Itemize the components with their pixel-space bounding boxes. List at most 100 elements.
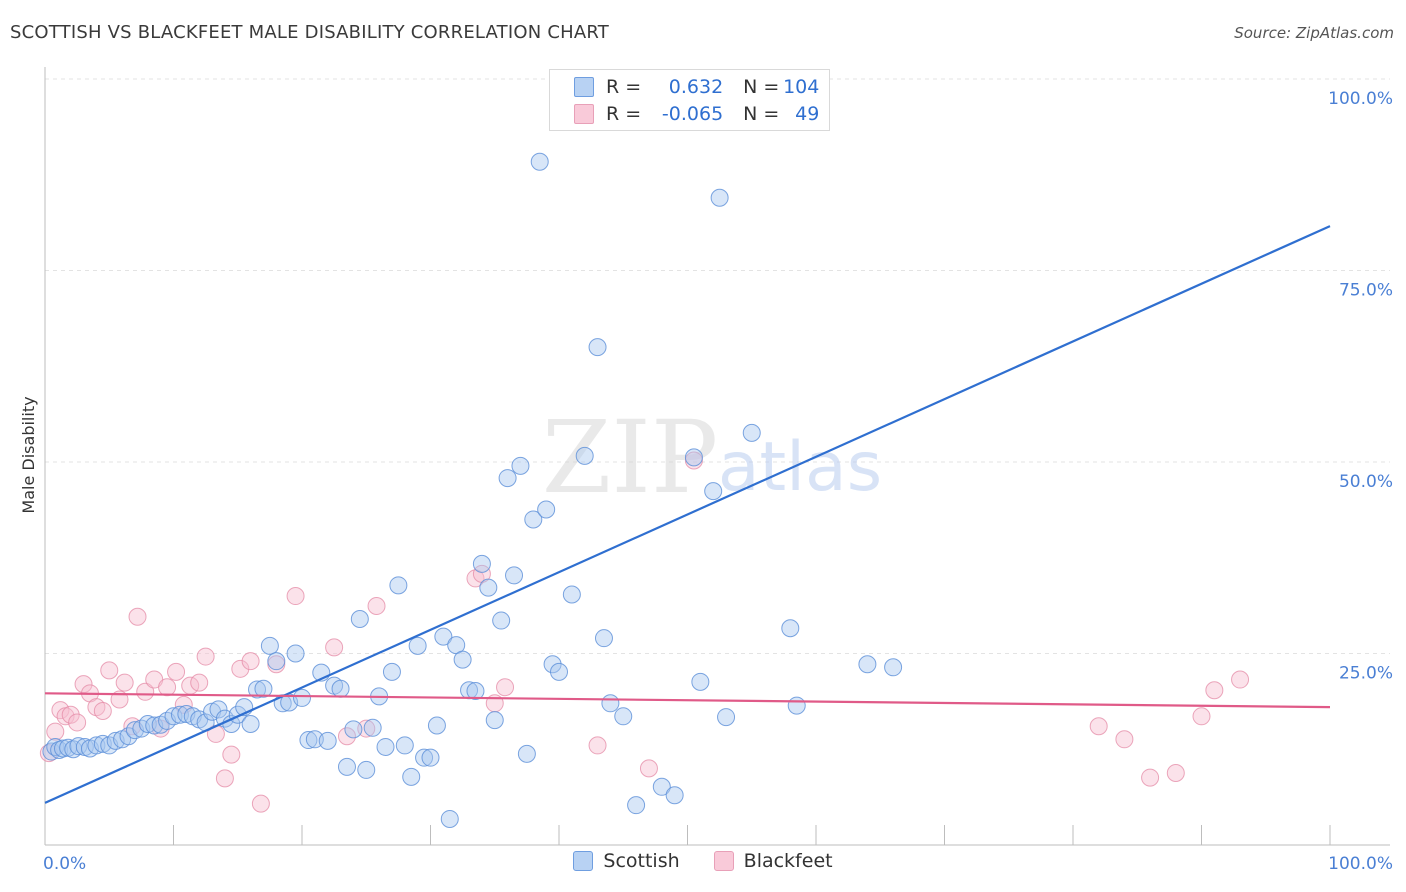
blackfeet-point [190,673,209,692]
y-axis-label: Male Disability [19,396,38,513]
blackfeet-point [1115,730,1134,749]
scottish-point [305,730,324,749]
blackfeet-point [337,727,356,746]
scottish-point [691,672,710,691]
blackfeet-point [639,759,658,778]
x-tick-label: 100.0% [1328,854,1393,874]
scottish-point [350,610,369,629]
blackfeet-point [588,736,607,755]
bottom-legend: Scottish Blackfeet [0,850,1406,872]
blackfeet-point [158,678,177,697]
scottish-point [479,578,498,597]
scottish-point [537,500,556,519]
scottish-point [248,680,267,699]
blackfeet-point [286,587,305,606]
blackfeet-swatch [713,851,734,871]
legend-n-label: N = [743,103,780,125]
scottish-point [601,694,620,713]
legend-n-label: N = [743,76,780,98]
blackfeet-point [241,652,260,671]
blackfeet-point [1231,670,1250,689]
scottish-point [337,757,356,776]
blackfeet-point [222,745,241,764]
gridlines [45,78,1390,654]
y-tick-label: 100.0% [1328,89,1393,109]
bottom-legend-scottish: Scottish [573,850,680,872]
scottish-point [575,446,594,465]
legend-r-label: R = [606,103,642,125]
scottish-point [505,566,524,585]
scottish-point [138,714,157,733]
blackfeet-point [100,661,119,680]
scottish-point [363,718,382,737]
scottish-point [286,644,305,663]
watermark-atlas: atlas [718,428,882,507]
blackfeet-point [68,713,87,732]
scottish-point [440,809,459,828]
scottish-point [550,662,568,681]
tick-labels: 25.0% 50.0% 75.0% 100.0% 0.0% 100.0% [43,89,1393,874]
blackfeet-point [215,769,234,788]
axes [44,67,1390,846]
blackfeet-point [46,722,65,741]
scottish-point [260,636,279,655]
scottish-point [524,510,543,529]
scottish-point [543,655,562,674]
scottish-point [787,696,806,715]
scottish-point [408,636,427,655]
scottish-point [331,679,350,698]
blackfeet-point [1089,717,1108,736]
legend-n-value: 49 [795,103,820,125]
scottish-point [485,711,504,730]
blackfeet-point [1192,707,1211,726]
blackfeet-point [231,659,250,678]
scottish-point [710,188,729,207]
scottish-point [742,423,761,442]
scottish-point [170,705,189,724]
blackfeet-point [1141,768,1160,787]
chart-title: SCOTTISH VS BLACKFEET MALE DISABILITY CO… [10,22,609,43]
scottish-point [254,679,273,698]
scottish-point [684,448,703,467]
scottish-point [395,736,414,755]
scottish-point [614,707,633,726]
scottish-point [466,682,485,701]
scottish-point [530,152,549,171]
scottish-point [858,655,877,674]
scottish-point [69,737,88,756]
blackfeet-point [496,678,515,697]
legend-r-label: R = [606,76,642,98]
scottish-point [884,658,903,677]
legend-r-value: -0.065 [661,103,724,125]
legend-r-value: 0.632 [668,76,724,98]
scottish-point [293,688,311,707]
scottish-point [517,744,536,763]
scottish-swatch [574,77,594,97]
blackfeet-point [115,673,134,692]
bottom-legend-blackfeet: Blackfeet [713,850,833,872]
scottish-point [241,714,260,733]
scottish-point [588,338,607,357]
legend-row-blackfeet: R = -0.065 N = 49 [550,101,819,127]
blackfeet-trend-line [44,692,1331,709]
scottish-point [717,708,736,727]
scottish-point [376,737,395,756]
blackfeet-point [196,647,215,666]
scottish-point [357,760,376,779]
scottish-point [594,629,613,648]
scottish-swatch [573,851,594,871]
scottish-point [498,469,517,488]
y-tick-label: 25.0% [1339,664,1393,684]
bottom-legend-label: Blackfeet [743,850,833,872]
scottish-point [511,456,530,475]
blackfeet-swatch [574,104,594,124]
blackfeet-point [325,638,344,657]
legend-n-value: 104 [783,76,820,98]
scottish-point [652,777,671,796]
bottom-legend-label: Scottish [603,850,680,872]
blackfeet-point [1205,681,1224,700]
y-tick-label: 75.0% [1339,281,1393,301]
scottish-point [267,652,286,671]
scottish-point [209,700,228,719]
